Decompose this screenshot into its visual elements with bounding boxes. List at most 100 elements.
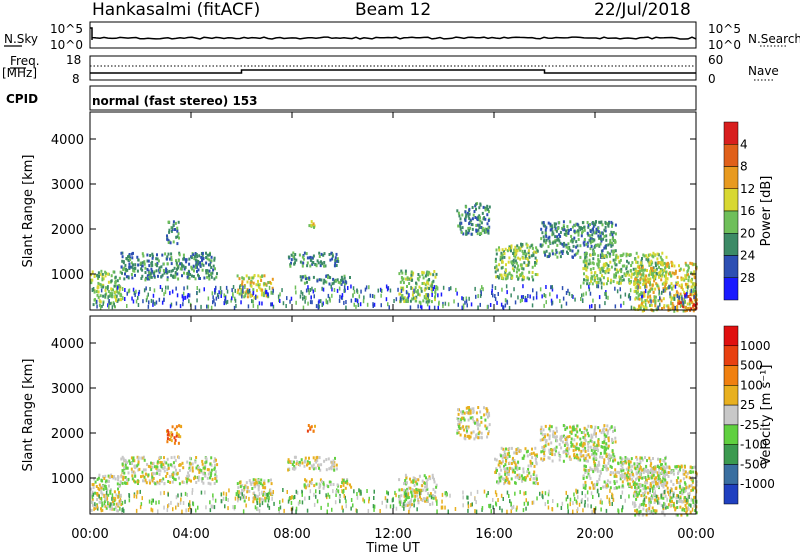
power-cell (515, 274, 518, 278)
power-speckle (128, 288, 131, 293)
velocity-cell (617, 462, 620, 466)
power-cell (468, 216, 471, 220)
power-cell (653, 253, 656, 257)
velocity-speckle (290, 501, 293, 505)
velocity-cell (508, 454, 511, 458)
power-cell (686, 283, 689, 286)
power-cell (320, 252, 323, 256)
power-cell (500, 274, 503, 278)
velocity-cell (614, 436, 617, 440)
power-cell (304, 274, 307, 278)
velocity-cell (511, 470, 514, 474)
power-cell (590, 271, 593, 275)
power-cell (270, 281, 273, 285)
velocity-cell (592, 443, 595, 447)
power-cell (410, 273, 413, 277)
velocity-cell (129, 461, 132, 465)
velocity-speckle (283, 508, 285, 513)
power-cell (658, 265, 660, 269)
power-cell (414, 299, 417, 303)
velocity-cell (191, 469, 194, 473)
power-cell (126, 268, 129, 272)
velocity-cell (159, 469, 162, 473)
velocity-cell (252, 496, 255, 500)
velocity-cell (310, 478, 313, 482)
power-cell (627, 261, 630, 265)
velocity-cell (512, 468, 515, 472)
power-cell (90, 278, 93, 282)
power-cell (156, 261, 159, 265)
velocity-cell (264, 496, 267, 500)
power-cell (585, 259, 588, 263)
velocity-cell (328, 467, 331, 471)
velocity-cell (612, 457, 615, 460)
velocity-cell (647, 491, 649, 495)
velocity-cell (582, 441, 585, 445)
power-speckle (486, 304, 489, 309)
velocity-cell (587, 453, 590, 457)
power-speckle (489, 303, 492, 307)
velocity-cell (113, 499, 116, 502)
velocity-cell (497, 463, 500, 467)
velocity-cell (640, 471, 643, 475)
power-cell (623, 272, 626, 276)
power-cell (511, 276, 514, 280)
velocity-cell (651, 470, 653, 474)
power-cell (494, 266, 497, 270)
power-cell (643, 294, 646, 298)
velocity-cell (457, 425, 460, 428)
velocity-cell (661, 467, 664, 471)
velocity-cell (315, 482, 318, 486)
velocity-cell (595, 434, 597, 438)
power-cell (597, 265, 600, 269)
velocity-cell (649, 459, 652, 463)
power-cell (141, 264, 144, 268)
power-cell (316, 259, 319, 263)
power-cell (671, 262, 674, 266)
power-cell (589, 230, 592, 233)
velocity-cell (141, 470, 144, 474)
power-cell (577, 238, 580, 241)
velocity-cell (293, 465, 296, 468)
power-cell (484, 217, 487, 221)
velocity-cell (107, 493, 110, 497)
velocity-cell (695, 511, 698, 515)
velocity-cell (570, 437, 573, 441)
velocity-cell (213, 459, 216, 463)
velocity-cell (414, 477, 417, 481)
velocity-cell (405, 475, 408, 479)
velocity-cell (480, 416, 483, 420)
power-cell (587, 223, 590, 227)
velocity-cell (580, 454, 583, 458)
power-cell (543, 238, 546, 242)
velocity-cell (241, 496, 244, 500)
power-cell (495, 264, 498, 268)
velocity-cell (516, 468, 519, 472)
power-speckle (303, 295, 306, 300)
power-speckle (519, 299, 522, 304)
velocity-cell (555, 445, 558, 449)
power-cell (625, 265, 628, 269)
velocity-cell (623, 474, 626, 478)
power-speckle (532, 288, 534, 293)
velocity-cell (485, 407, 488, 411)
velocity-cell (457, 431, 460, 434)
velocity-speckle (601, 500, 603, 505)
velocity-cell (141, 456, 144, 460)
velocity-cell (630, 470, 633, 474)
power-speckle (152, 293, 155, 298)
velocity-cell (466, 429, 468, 433)
velocity-cell (640, 494, 643, 498)
power-cell (400, 269, 403, 273)
velocity-cell (159, 479, 161, 483)
power-cell (662, 297, 665, 301)
power-cell (687, 268, 690, 272)
power-cell (168, 269, 171, 273)
velocity-cell (469, 409, 472, 413)
power-speckle (212, 295, 214, 300)
power-speckle (673, 296, 676, 301)
power-cell (170, 258, 173, 262)
velocity-cell (209, 476, 211, 480)
velocity-cell (695, 480, 698, 484)
power-cell (110, 301, 113, 305)
